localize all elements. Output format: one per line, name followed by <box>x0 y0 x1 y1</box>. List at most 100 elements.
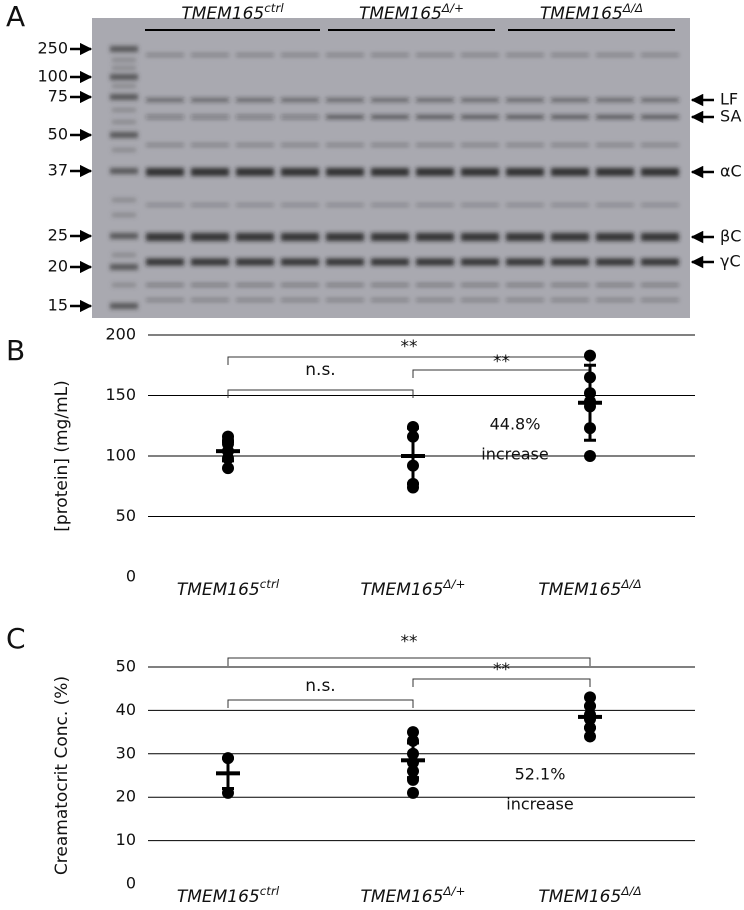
lane-band <box>416 98 454 102</box>
y-axis-label: Creamatocrit Conc. (%) <box>52 676 72 875</box>
gene-name: TMEM165 <box>538 580 621 600</box>
lane-band <box>146 233 184 241</box>
marker-label: 50 <box>48 125 68 144</box>
lane-band <box>146 143 184 147</box>
comparison-bracket <box>227 699 414 708</box>
lane-band <box>551 53 589 57</box>
lane-band <box>146 98 184 102</box>
ladder-band <box>112 108 136 112</box>
ladder-band <box>112 283 136 287</box>
lane-band <box>191 143 229 147</box>
band-label: LF <box>720 90 738 109</box>
marker-label: 20 <box>48 257 68 276</box>
data-point <box>584 691 596 704</box>
genotype: Δ/+ <box>442 577 465 591</box>
lane-band <box>371 258 409 266</box>
lane-band <box>551 115 589 119</box>
comparison-bracket <box>227 356 591 365</box>
lane-band <box>551 258 589 266</box>
lane-band <box>146 168 184 176</box>
lane-band <box>551 168 589 176</box>
lane-band <box>281 233 319 241</box>
lane-band <box>236 203 274 207</box>
lane-band <box>281 298 319 302</box>
lane-band <box>461 98 499 102</box>
lane-band <box>641 98 679 102</box>
lane-band <box>596 98 634 102</box>
marker-label: 100 <box>37 67 68 86</box>
y-tick-label: 50 <box>116 506 136 525</box>
ladder-band <box>112 213 136 217</box>
data-point <box>584 450 596 462</box>
y-tick-label: 30 <box>116 743 136 762</box>
lane-band <box>236 168 274 176</box>
band-label: βC <box>720 227 741 246</box>
lane-band <box>506 283 544 287</box>
marker-label: 15 <box>48 296 68 315</box>
mean-bar <box>216 771 240 776</box>
lane-band <box>236 143 274 147</box>
lane-band <box>596 168 634 176</box>
comparison-label: n.s. <box>305 360 335 380</box>
annotation: increase <box>506 795 573 814</box>
genotype: Δ/Δ <box>620 884 641 898</box>
lane-band <box>371 168 409 176</box>
ladder-band <box>112 253 136 257</box>
lane-band <box>641 298 679 302</box>
annotation: 52.1% <box>515 765 566 784</box>
lane-band <box>416 53 454 57</box>
genotype: ctrl <box>260 884 280 898</box>
y-axis-label: [protein] (mg/mL) <box>52 380 72 531</box>
lane-band <box>551 298 589 302</box>
band-label: αC <box>720 162 742 181</box>
gene-name: TMEM165 <box>360 887 443 907</box>
lane-band <box>596 53 634 57</box>
marker-label: 25 <box>48 226 68 245</box>
y-tick-label: 10 <box>116 830 136 849</box>
lane-band <box>416 298 454 302</box>
lane-band <box>416 168 454 176</box>
lane-band <box>416 115 454 119</box>
lane-band <box>326 258 364 266</box>
lane-band <box>326 298 364 302</box>
genotype: Δ/Δ <box>622 1 643 15</box>
lane-band <box>506 53 544 57</box>
lane-band <box>596 283 634 287</box>
lane-band <box>191 258 229 266</box>
data-point <box>584 349 596 362</box>
lane-band <box>506 98 544 102</box>
ladder-band <box>110 94 138 100</box>
band-label: γC <box>720 252 741 271</box>
gene-name: TMEM165 <box>540 4 623 24</box>
lane-band <box>641 283 679 287</box>
genotype: ctrl <box>264 1 284 15</box>
lane-band <box>371 53 409 57</box>
genotype-label: TMEM165Δ/+ <box>359 1 464 24</box>
lane-band <box>551 143 589 147</box>
y-tick-label: 40 <box>116 700 136 719</box>
gene-name: TMEM165 <box>360 580 443 600</box>
data-point <box>407 786 419 799</box>
ladder-band <box>112 198 136 202</box>
lane-band <box>506 233 544 241</box>
lane-band <box>371 203 409 207</box>
lane-band <box>191 98 229 102</box>
lane-band <box>191 283 229 287</box>
ladder-band <box>112 120 136 124</box>
marker-label: 37 <box>48 161 68 180</box>
genotype: Δ/+ <box>441 1 464 15</box>
genotype-label: TMEM165Δ/+ <box>360 577 465 600</box>
lane-band <box>461 233 499 241</box>
comparison-bracket <box>412 678 591 687</box>
ladder-band <box>110 46 138 52</box>
lane-band <box>281 203 319 207</box>
lane-band <box>596 115 634 119</box>
lane-band <box>146 298 184 302</box>
genotype-label: TMEM165Δ/Δ <box>540 1 643 24</box>
lane-band <box>326 283 364 287</box>
data-point <box>407 726 419 739</box>
lane-band <box>371 98 409 102</box>
ladder-band <box>110 264 138 270</box>
lane-band <box>641 203 679 207</box>
